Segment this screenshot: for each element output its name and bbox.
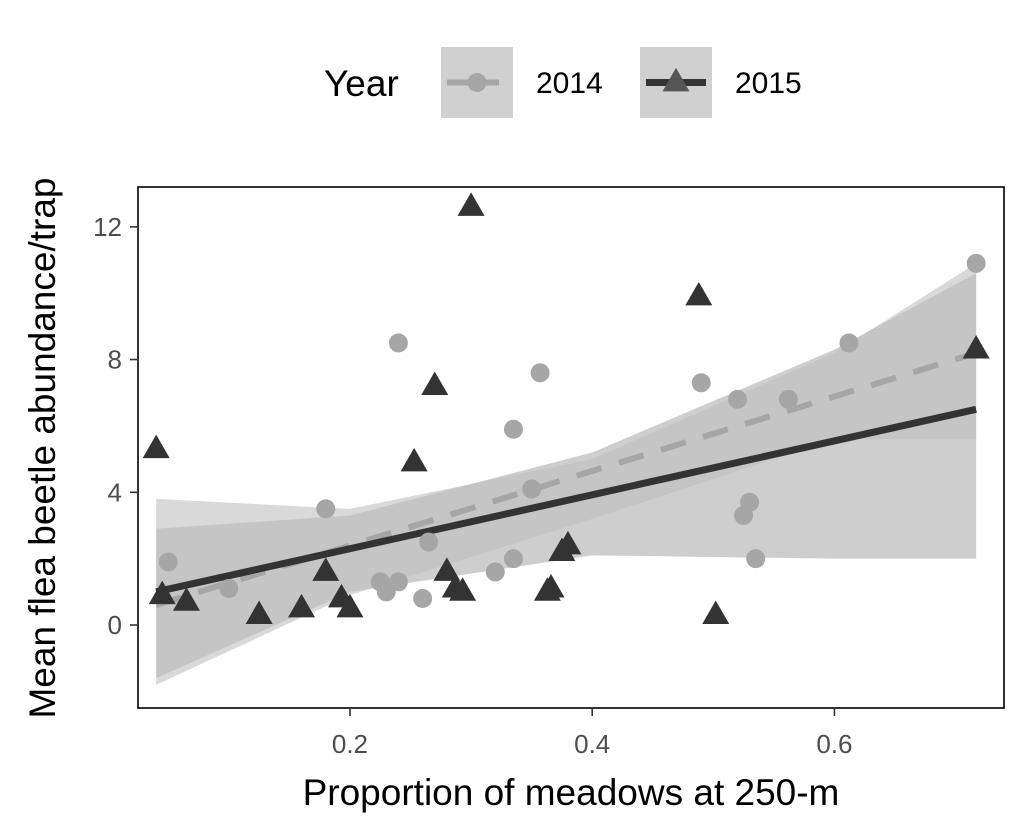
point-2014-14 bbox=[691, 373, 711, 393]
point-2015-19 bbox=[702, 600, 730, 625]
point-2014-6 bbox=[388, 333, 408, 353]
point-2015-4 bbox=[288, 593, 316, 618]
point-2014-8 bbox=[419, 532, 439, 552]
point-2014-5 bbox=[388, 572, 408, 592]
point-2015-2 bbox=[172, 587, 200, 611]
y-tick-label-0: 0 bbox=[108, 610, 122, 640]
x-tick-label-2: 0.6 bbox=[816, 729, 852, 759]
point-2015-8 bbox=[400, 447, 428, 472]
point-2014-11 bbox=[503, 419, 523, 439]
x-axis-title: Proportion of meadows at 250-m bbox=[303, 772, 840, 813]
point-2014-15 bbox=[728, 389, 748, 409]
point-2015-17 bbox=[554, 530, 582, 555]
point-2015-10 bbox=[433, 557, 461, 581]
point-2014-1 bbox=[219, 579, 239, 599]
point-2015-3 bbox=[245, 600, 273, 625]
point-2015-20 bbox=[962, 335, 990, 359]
confidence-bands bbox=[156, 263, 977, 685]
legend-key-2015 bbox=[640, 47, 712, 118]
y-tick-label-3: 12 bbox=[93, 212, 122, 242]
point-2014-20 bbox=[839, 333, 859, 353]
data-points bbox=[142, 192, 990, 625]
legend-key-2014 bbox=[441, 47, 513, 118]
point-2015-15 bbox=[537, 573, 565, 598]
legend: Year 2014 2015 bbox=[324, 47, 802, 118]
y-axis-title: Mean flea beetle abundance/trap bbox=[22, 177, 63, 718]
legend-title: Year bbox=[324, 63, 399, 104]
fit-lines bbox=[155, 350, 978, 608]
point-2014-18 bbox=[746, 549, 766, 569]
point-2014-9 bbox=[485, 562, 505, 582]
point-2014-0 bbox=[158, 552, 178, 572]
plot-panel-border bbox=[137, 186, 1005, 709]
legend-key-marker-2014 bbox=[467, 73, 487, 92]
legend-key-marker-2015 bbox=[662, 67, 690, 92]
y-tick-label-1: 4 bbox=[108, 477, 122, 507]
x-tick-label-0: 0.2 bbox=[332, 729, 368, 759]
point-2015-18 bbox=[685, 281, 713, 306]
point-2014-10 bbox=[503, 549, 523, 569]
ci-band-2015 bbox=[156, 273, 977, 679]
legend-label-2015: 2015 bbox=[735, 67, 802, 100]
point-2014-13 bbox=[530, 363, 550, 383]
axes: 0.2 0.4 0.6 0 4 8 12 bbox=[93, 212, 852, 759]
point-2015-0 bbox=[142, 434, 170, 459]
point-2014-19 bbox=[778, 389, 798, 409]
x-tick-label-1: 0.4 bbox=[574, 729, 610, 759]
point-2014-12 bbox=[522, 479, 542, 499]
point-2015-13 bbox=[457, 192, 485, 216]
point-2015-5 bbox=[312, 557, 340, 581]
point-2014-17 bbox=[740, 492, 760, 512]
point-2015-12 bbox=[449, 577, 477, 601]
point-2014-2 bbox=[316, 499, 336, 519]
point-2015-7 bbox=[336, 593, 364, 618]
point-2014-21 bbox=[966, 253, 986, 273]
legend-label-2014: 2014 bbox=[536, 67, 603, 100]
y-tick-label-2: 8 bbox=[108, 345, 122, 375]
point-2015-9 bbox=[421, 371, 449, 396]
point-2014-7 bbox=[413, 588, 433, 608]
point-2015-1 bbox=[148, 580, 176, 605]
fit-line-2015 bbox=[155, 405, 977, 596]
